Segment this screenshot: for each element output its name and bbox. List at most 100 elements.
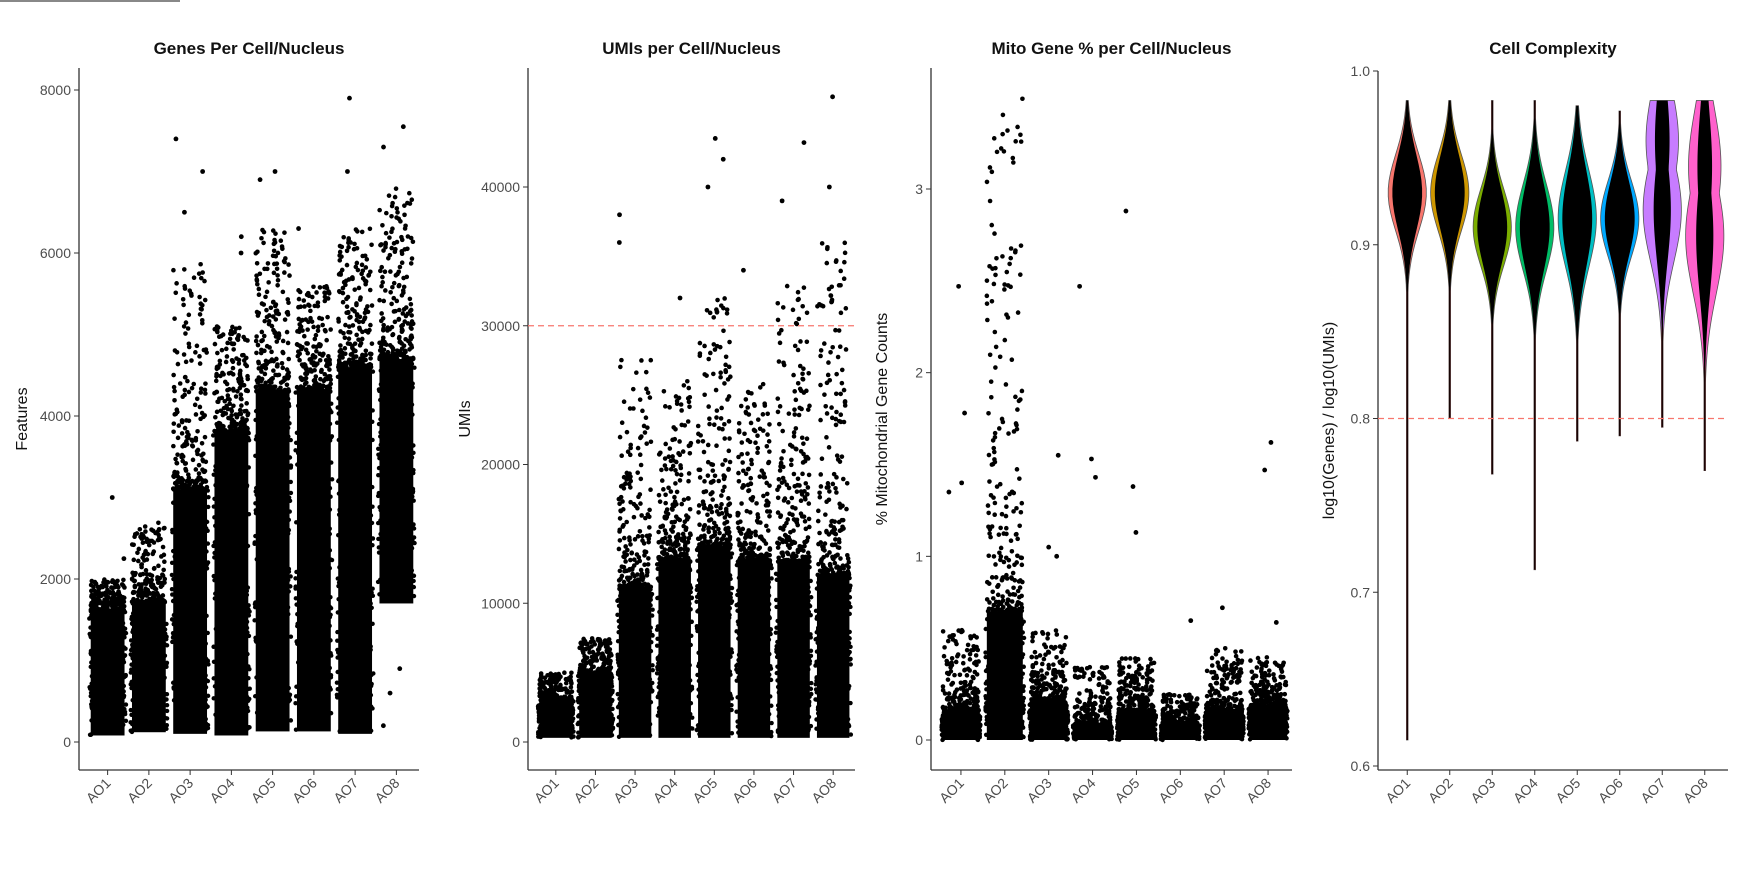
data-point — [254, 350, 259, 356]
data-point — [805, 485, 811, 490]
data-point — [686, 385, 692, 391]
data-point — [96, 588, 101, 593]
data-point — [284, 310, 290, 315]
data-point — [748, 420, 754, 426]
data-point — [189, 293, 194, 298]
data-point — [729, 731, 735, 736]
data-point — [697, 553, 702, 558]
data-point — [261, 333, 267, 339]
data-point — [634, 583, 639, 589]
data-point — [327, 614, 333, 620]
data-point — [746, 528, 752, 533]
data-point — [182, 286, 188, 291]
data-point — [286, 577, 291, 583]
data-point — [727, 536, 733, 542]
data-point — [370, 593, 376, 599]
data-point — [96, 596, 101, 601]
data-point — [752, 541, 757, 547]
data-point — [198, 416, 203, 422]
data-point — [586, 645, 592, 651]
data-point — [739, 451, 745, 457]
data-point — [759, 468, 765, 473]
data-point — [182, 461, 188, 466]
data-point — [122, 635, 127, 640]
data-point — [252, 601, 258, 607]
data-point — [959, 629, 964, 635]
data-point — [629, 550, 635, 555]
data-point — [350, 345, 355, 351]
outlier-point — [712, 136, 718, 141]
data-point — [267, 383, 272, 389]
data-point — [739, 552, 744, 558]
data-point — [686, 399, 692, 405]
data-point — [834, 490, 839, 495]
data-point — [696, 678, 702, 684]
group-AO1 — [939, 283, 983, 743]
data-point — [295, 353, 301, 359]
data-point — [985, 664, 991, 669]
data-point — [368, 647, 373, 652]
data-point — [246, 465, 251, 470]
data-point — [745, 451, 750, 456]
data-point — [837, 528, 843, 534]
data-point — [238, 396, 244, 401]
outlier-point — [121, 556, 127, 562]
data-point — [841, 419, 847, 425]
data-point — [370, 621, 375, 627]
data-point — [841, 573, 847, 578]
data-point — [607, 666, 613, 671]
outlier-point — [109, 495, 115, 500]
data-point — [648, 648, 654, 654]
data-point — [627, 471, 632, 476]
data-point — [170, 592, 175, 597]
data-point — [389, 324, 395, 330]
point-cloud-bulk — [986, 611, 1023, 740]
data-point — [212, 496, 217, 501]
data-point — [768, 665, 773, 671]
data-point — [245, 543, 251, 549]
data-point — [138, 572, 143, 577]
data-point — [605, 644, 610, 649]
data-point — [172, 619, 177, 624]
data-point — [819, 241, 825, 246]
data-point — [590, 673, 595, 678]
data-point — [714, 343, 720, 349]
data-point — [194, 396, 200, 402]
data-point — [647, 677, 653, 682]
data-point — [686, 471, 692, 476]
data-point — [655, 636, 660, 642]
data-point — [284, 382, 290, 388]
data-point — [617, 529, 622, 534]
data-point — [203, 641, 208, 646]
point-cloud-bulk — [214, 432, 249, 736]
data-point — [836, 328, 842, 333]
data-point — [252, 541, 257, 547]
data-point — [401, 275, 406, 281]
data-point — [397, 264, 403, 270]
data-point — [685, 378, 690, 384]
data-point — [410, 356, 416, 362]
data-point — [283, 256, 288, 261]
point-cloud-bulk — [698, 547, 731, 738]
data-point — [376, 472, 381, 478]
data-point — [89, 588, 94, 594]
data-point — [763, 503, 769, 508]
data-point — [411, 443, 416, 448]
data-point — [329, 401, 334, 406]
data-point — [616, 704, 621, 709]
data-point — [814, 649, 820, 654]
data-point — [1020, 734, 1025, 739]
data-point — [630, 566, 635, 571]
data-point — [726, 419, 732, 424]
data-point — [131, 578, 137, 584]
data-point — [825, 372, 831, 378]
data-point — [89, 694, 95, 699]
data-point — [847, 649, 852, 655]
data-point — [284, 329, 290, 335]
data-point — [734, 709, 739, 714]
data-point — [394, 356, 400, 362]
data-point — [253, 250, 259, 256]
data-point — [253, 508, 258, 513]
data-point — [222, 398, 228, 404]
data-point — [655, 666, 660, 672]
